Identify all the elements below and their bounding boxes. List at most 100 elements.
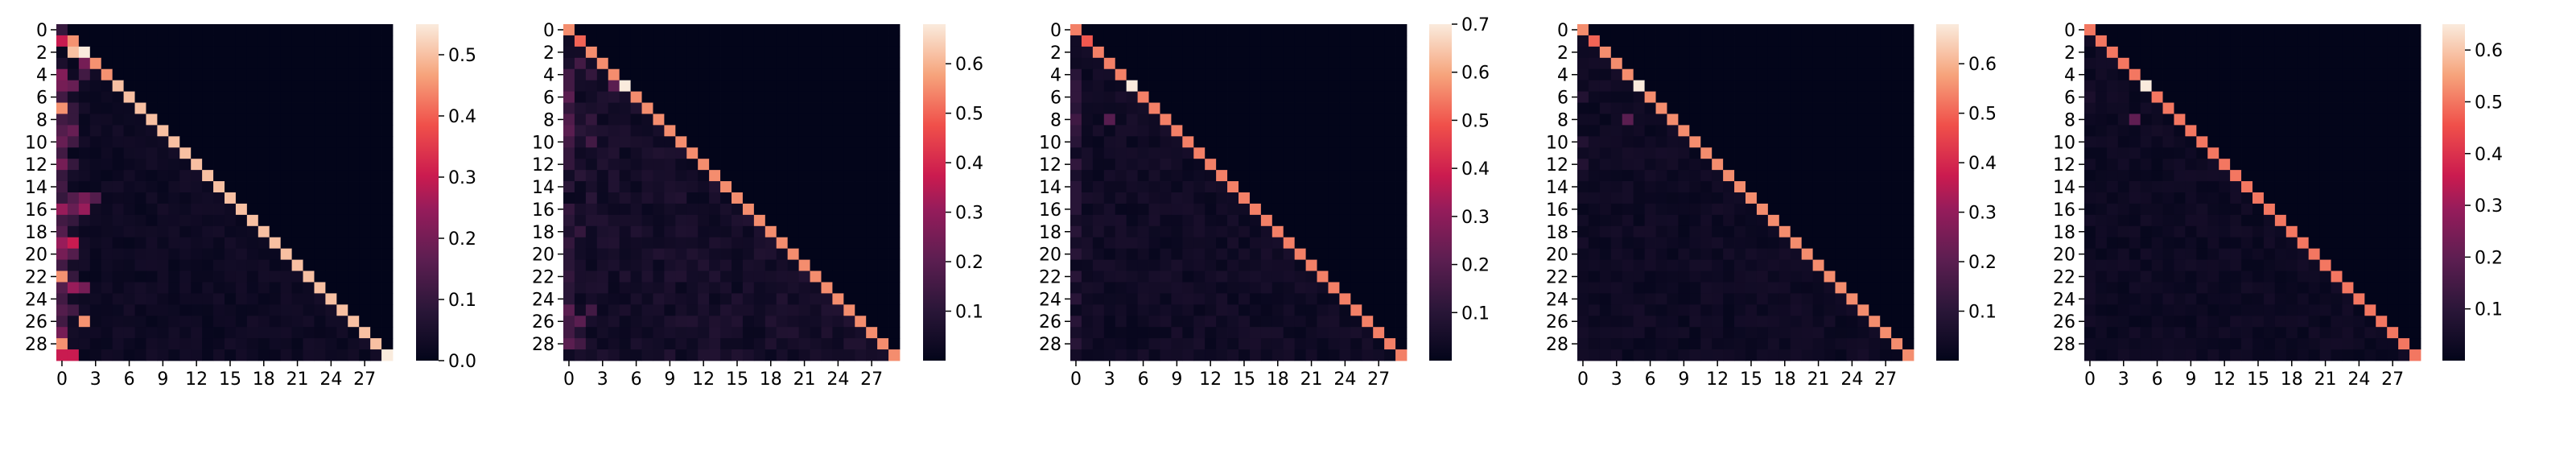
heatmap-cell bbox=[1655, 57, 1667, 70]
heatmap-cell bbox=[1712, 125, 1724, 137]
heatmap-cell bbox=[157, 80, 169, 92]
heatmap-cell bbox=[720, 46, 732, 59]
heatmap-cell bbox=[2129, 338, 2141, 350]
heatmap-cell bbox=[2106, 35, 2119, 47]
heatmap-cell bbox=[269, 248, 282, 260]
heatmap-cell bbox=[664, 316, 676, 328]
heatmap-cell bbox=[336, 147, 348, 159]
heatmap-cell bbox=[821, 91, 833, 103]
heatmap-cell bbox=[732, 316, 744, 328]
heatmap-cell bbox=[2308, 181, 2320, 193]
heatmap-cell bbox=[1350, 203, 1362, 216]
heatmap-cell bbox=[1689, 304, 1701, 316]
x-tick-label: 12 bbox=[692, 369, 715, 390]
heatmap-cell bbox=[2095, 91, 2108, 103]
heatmap-cell bbox=[2117, 203, 2130, 216]
heatmap-cell bbox=[787, 248, 799, 260]
heatmap-cell bbox=[1622, 68, 1634, 81]
heatmap-cell bbox=[78, 46, 91, 59]
heatmap-cell bbox=[2398, 181, 2410, 193]
heatmap-cell bbox=[202, 57, 214, 70]
heatmap-cell bbox=[630, 248, 642, 260]
heatmap-cell bbox=[753, 270, 766, 283]
heatmap-cell bbox=[2308, 136, 2320, 148]
heatmap-cell bbox=[291, 159, 303, 171]
heatmap-cell bbox=[1633, 102, 1645, 114]
heatmap-cell bbox=[563, 349, 575, 361]
heatmap-cell bbox=[2376, 170, 2388, 182]
heatmap-cell bbox=[359, 35, 371, 47]
heatmap-cell bbox=[2219, 316, 2231, 328]
heatmap-cell bbox=[1644, 259, 1656, 271]
heatmap-cell bbox=[1081, 46, 1094, 59]
heatmap-cell bbox=[765, 304, 777, 316]
heatmap-cell bbox=[832, 35, 844, 47]
heatmap-cell bbox=[381, 327, 394, 339]
heatmap-cell bbox=[280, 125, 292, 137]
heatmap-cell bbox=[101, 225, 113, 238]
heatmap-cell bbox=[1599, 248, 1612, 260]
heatmap-cell bbox=[1081, 68, 1094, 81]
heatmap-cell bbox=[641, 114, 653, 126]
heatmap-cell bbox=[213, 114, 225, 126]
heatmap-cell bbox=[1790, 68, 1803, 81]
heatmap-cell bbox=[1395, 214, 1408, 227]
heatmap-cell bbox=[732, 214, 744, 227]
heatmap-cell bbox=[1317, 259, 1329, 271]
heatmap-cell bbox=[619, 192, 631, 204]
heatmap-cell bbox=[686, 293, 699, 305]
heatmap-cell bbox=[753, 214, 766, 227]
heatmap-cell bbox=[1317, 181, 1329, 193]
heatmap-cell bbox=[2319, 114, 2331, 126]
heatmap-cell bbox=[1328, 338, 1340, 350]
heatmap-cell bbox=[1857, 282, 1869, 294]
heatmap-cell bbox=[1622, 102, 1634, 114]
heatmap-cell bbox=[1205, 248, 1217, 260]
heatmap-cell bbox=[370, 237, 382, 250]
heatmap-cell bbox=[2185, 316, 2197, 328]
heatmap-cell bbox=[1891, 203, 1903, 216]
heatmap-cell bbox=[866, 259, 878, 271]
heatmap-cell bbox=[608, 159, 620, 171]
heatmap-cell bbox=[1373, 316, 1385, 328]
heatmap-cell bbox=[1599, 35, 1612, 47]
heatmap-cell bbox=[101, 259, 113, 271]
heatmap-cell bbox=[1622, 293, 1634, 305]
heatmap-cell bbox=[596, 125, 609, 137]
heatmap-cell bbox=[1767, 35, 1780, 47]
heatmap-cell bbox=[1239, 327, 1251, 339]
heatmap-cell bbox=[1767, 136, 1780, 148]
heatmap-cell bbox=[1182, 170, 1194, 182]
heatmap-cell bbox=[787, 259, 799, 271]
heatmap-cell bbox=[1384, 159, 1396, 171]
heatmap-cell bbox=[1588, 159, 1601, 171]
heatmap-cell bbox=[1148, 91, 1160, 103]
heatmap-cell bbox=[258, 270, 270, 283]
x-tick-label: 27 bbox=[353, 369, 376, 390]
heatmap-cell bbox=[698, 192, 710, 204]
heatmap-cell bbox=[112, 214, 124, 227]
heatmap-cell bbox=[2174, 338, 2186, 350]
heatmap-cell bbox=[1756, 259, 1769, 271]
heatmap-cell bbox=[359, 237, 371, 250]
heatmap-cell bbox=[1723, 46, 1735, 59]
heatmap-cell bbox=[1869, 136, 1881, 148]
heatmap-cell bbox=[732, 57, 744, 70]
heatmap-cell bbox=[2342, 327, 2354, 339]
heatmap-cell bbox=[1891, 259, 1903, 271]
heatmap-cell bbox=[1272, 338, 1284, 350]
heatmap-cell bbox=[235, 214, 248, 227]
heatmap-cell bbox=[2409, 170, 2421, 182]
heatmap-cell bbox=[1103, 80, 1116, 92]
heatmap-cell bbox=[686, 327, 699, 339]
heatmap-cell bbox=[56, 114, 68, 126]
heatmap-cell bbox=[2241, 114, 2253, 126]
heatmap-cell bbox=[877, 68, 889, 81]
heatmap-cell bbox=[2297, 91, 2310, 103]
heatmap-cell bbox=[336, 316, 348, 328]
heatmap-cell bbox=[1812, 181, 1824, 193]
heatmap-cell bbox=[855, 237, 867, 250]
heatmap-cell bbox=[1891, 159, 1903, 171]
heatmap-cell bbox=[1249, 24, 1262, 36]
heatmap-cell bbox=[653, 304, 665, 316]
